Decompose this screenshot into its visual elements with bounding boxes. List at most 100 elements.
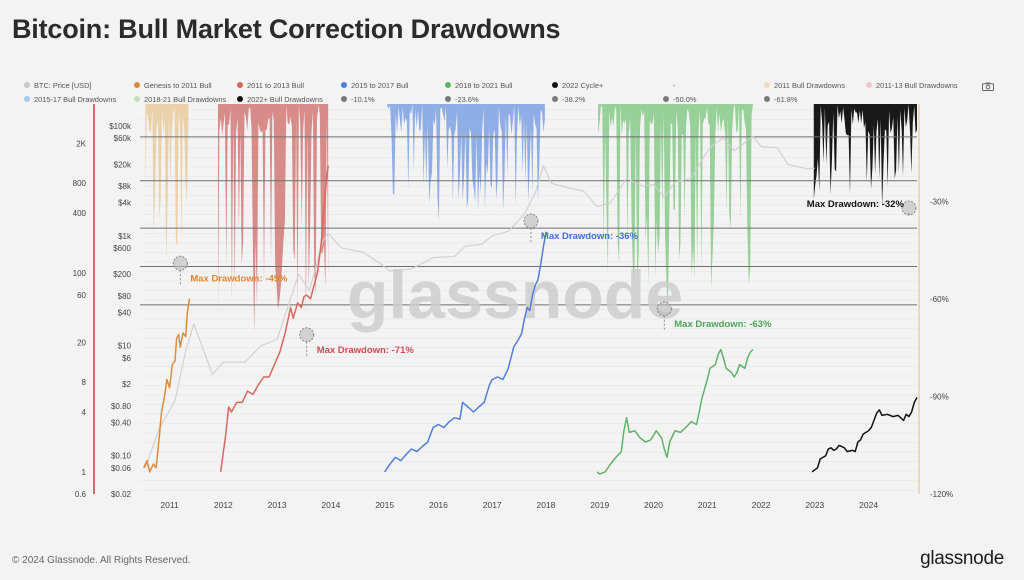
- max-drawdown-label-2: Max Drawdown: -71%: [317, 345, 415, 356]
- x-tick-label: 2021: [698, 500, 717, 510]
- legend-swatch: [552, 82, 558, 88]
- legend-label: 2018 to 2021 Bull: [455, 80, 513, 90]
- right-tick-label: -90%: [930, 393, 949, 402]
- series-line-6: [811, 397, 918, 473]
- left-outer-tick-label: 1: [82, 468, 87, 477]
- legend-swatch: [134, 82, 140, 88]
- legend-item-2015-2017[interactable]: 2015 to 2017 Bull: [341, 81, 445, 90]
- price-tick-label: $60k: [114, 134, 132, 143]
- left-outer-tick-label: 4: [82, 408, 87, 417]
- legend-item-2011-13-drawdowns[interactable]: 2011-13 Bull Drawdowns: [866, 81, 971, 90]
- legend-item-2022-cycle[interactable]: 2022 Cycle+: [552, 81, 663, 90]
- max-drawdown-marker-3: [523, 213, 539, 229]
- legend-swatch: [24, 82, 30, 88]
- right-tick-label: -30%: [930, 198, 949, 207]
- brand-logo: glassnode: [920, 548, 1004, 569]
- legend-label: 2022 Cycle+: [562, 80, 604, 90]
- legend-item-2022-drawdowns[interactable]: 2022+ Bull Drawdowns: [237, 95, 341, 104]
- series-line-2: [143, 298, 191, 473]
- drawdown-area-1: [145, 104, 189, 264]
- legend-item-btc-price[interactable]: BTC: Price [USD]: [24, 81, 134, 90]
- reference-line-layer: [140, 136, 917, 306]
- price-tick-label: $0.40: [111, 419, 132, 428]
- price-tick-label: $100k: [109, 122, 132, 131]
- legend-row-2: 2015-17 Bull Drawdowns 2018-21 Bull Draw…: [24, 92, 974, 106]
- price-tick-label: $1k: [118, 232, 132, 241]
- legend-swatch: [445, 96, 451, 102]
- max-drawdown-marker-5: [901, 200, 917, 216]
- legend-swatch: [866, 82, 872, 88]
- series-line-3: [219, 165, 329, 472]
- right-tick-label: -120%: [930, 490, 953, 499]
- legend-swatch: [24, 96, 30, 102]
- price-tick-label: $6: [122, 354, 131, 363]
- watermark: glassnode: [347, 257, 683, 333]
- x-tick-label: 2017: [483, 500, 502, 510]
- legend-label: -61.8%: [774, 94, 798, 104]
- price-tick-label: $40: [118, 309, 132, 318]
- legend-item-2018-21-drawdowns[interactable]: 2018-21 Bull Drawdowns: [134, 95, 237, 104]
- drawdown-area-2: [217, 104, 329, 335]
- max-drawdown-label-5: Max Drawdown: -32%: [807, 199, 905, 210]
- series-line-1: [144, 135, 815, 468]
- price-line-layer: [143, 135, 918, 475]
- left-outer-tick-label: 100: [73, 269, 87, 278]
- legend-swatch: [341, 82, 347, 88]
- max-drawdown-marker-4: [656, 301, 672, 317]
- series-line-4: [384, 231, 547, 473]
- price-tick-label: $0.06: [111, 464, 132, 473]
- legend: BTC: Price [USD] Genesis to 2011 Bull 20…: [24, 78, 974, 106]
- legend-swatch: [445, 82, 451, 88]
- legend-swatch: [341, 96, 347, 102]
- x-tick-label: 2020: [644, 500, 663, 510]
- legend-swatch: [552, 96, 558, 102]
- price-tick-label: $600: [113, 244, 131, 253]
- legend-label: 2011 to 2013 Bull: [247, 80, 304, 90]
- x-tick-label: 2015: [375, 500, 394, 510]
- legend-swatch: [134, 96, 140, 102]
- legend-swatch: [764, 82, 770, 88]
- max-drawdown-label-3: Max Drawdown: -36%: [541, 231, 639, 242]
- axis-layer: 2K 800 400 100 60 20 8 4 1 0.6 $100k $60k $20k $8k $4k…: [73, 104, 953, 510]
- legend-item-level-23[interactable]: -23.6%: [445, 95, 552, 104]
- left-outer-tick-label: 20: [77, 339, 86, 348]
- annotation-layer: Max Drawdown: -49% Max Drawdown: -71% Max …: [172, 199, 917, 357]
- legend-item-blank[interactable]: -: [663, 81, 764, 90]
- chart-title: Bitcoin: Bull Market Correction Drawdown…: [12, 14, 561, 44]
- drawdown-area-4: [598, 104, 753, 309]
- legend-label: 2015-17 Bull Drawdowns: [34, 94, 117, 104]
- price-tick-label: $8k: [118, 182, 132, 191]
- left-outer-tick-label: 2K: [76, 140, 86, 149]
- legend-item-2018-2021[interactable]: 2018 to 2021 Bull: [445, 81, 552, 90]
- copyright-text: © 2024 Glassnode. All Rights Reserved.: [12, 555, 191, 566]
- x-tick-label: 2012: [214, 500, 233, 510]
- legend-label: -: [673, 80, 676, 90]
- legend-label: -23.6%: [455, 94, 479, 104]
- legend-item-2015-17-drawdowns[interactable]: 2015-17 Bull Drawdowns: [24, 95, 134, 104]
- legend-label: BTC: Price [USD]: [34, 80, 92, 90]
- price-tick-label: $10: [118, 342, 132, 351]
- price-tick-label: $2: [122, 380, 131, 389]
- legend-label: -38.2%: [562, 94, 586, 104]
- legend-item-2011-2013[interactable]: 2011 to 2013 Bull: [237, 81, 341, 90]
- camera-icon[interactable]: [982, 82, 994, 91]
- max-drawdown-marker-1: [172, 255, 188, 271]
- legend-item-level-61[interactable]: -61.8%: [764, 95, 866, 104]
- price-tick-label: $4k: [118, 199, 132, 208]
- legend-item-level-38[interactable]: -38.2%: [552, 95, 663, 104]
- legend-item-2011-drawdowns[interactable]: 2011 Bull Drawdowns: [764, 81, 866, 90]
- drawdown-area-3: [387, 104, 545, 221]
- x-tick-label: 2024: [859, 500, 878, 510]
- legend-label: 2018-21 Bull Drawdowns: [144, 94, 227, 104]
- legend-item-level-50[interactable]: -50.0%: [663, 95, 764, 104]
- legend-label: 2011-13 Bull Drawdowns: [876, 80, 958, 90]
- price-tick-label: $20k: [114, 160, 132, 169]
- legend-item-genesis-2011[interactable]: Genesis to 2011 Bull: [134, 81, 237, 90]
- x-tick-label: 2018: [537, 500, 556, 510]
- left-outer-tick-label: 0.6: [75, 490, 87, 499]
- legend-swatch: [237, 96, 243, 102]
- left-outer-tick-label: 800: [73, 179, 87, 188]
- legend-item-level-10[interactable]: -10.1%: [341, 95, 445, 104]
- legend-label: Genesis to 2011 Bull: [144, 80, 212, 90]
